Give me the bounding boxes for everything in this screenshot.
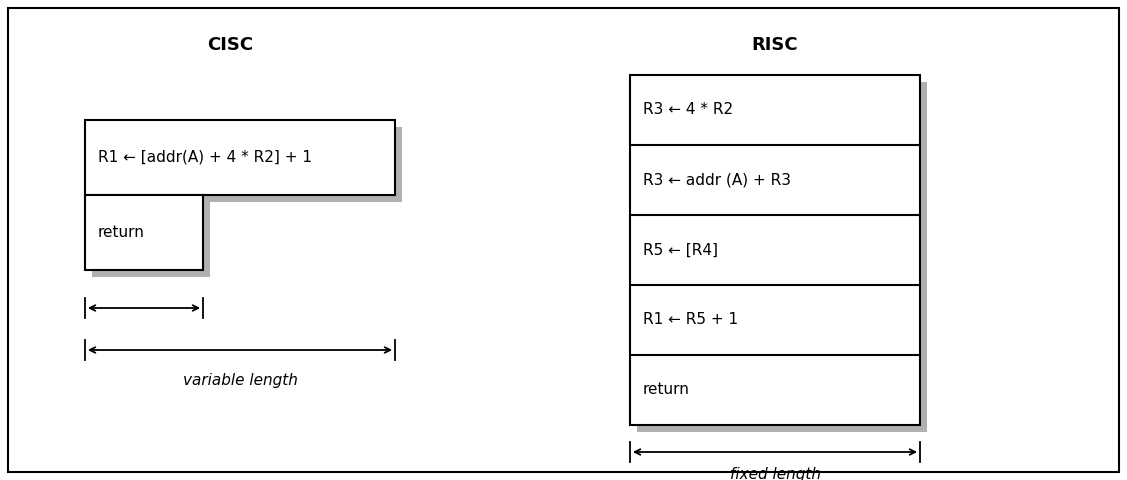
Text: variable length: variable length: [183, 372, 298, 387]
Text: return: return: [644, 383, 690, 397]
Bar: [92, 202, 210, 277]
Text: R3 ← addr (A) + R3: R3 ← addr (A) + R3: [644, 172, 791, 188]
Text: R1 ← R5 + 1: R1 ← R5 + 1: [644, 312, 738, 327]
Bar: [85, 195, 203, 270]
Text: R3 ← 4 * R2: R3 ← 4 * R2: [644, 103, 734, 118]
Text: R5 ← [R4]: R5 ← [R4]: [644, 242, 718, 257]
Text: RISC: RISC: [752, 36, 798, 54]
Text: return: return: [98, 225, 145, 240]
Bar: [637, 82, 928, 432]
Text: CISC: CISC: [207, 36, 254, 54]
Text: fixed length: fixed length: [729, 467, 820, 480]
Text: R1 ← [addr(A) + 4 * R2] + 1: R1 ← [addr(A) + 4 * R2] + 1: [98, 150, 312, 165]
Bar: [85, 120, 394, 195]
Bar: [630, 75, 920, 425]
Bar: [92, 127, 402, 202]
